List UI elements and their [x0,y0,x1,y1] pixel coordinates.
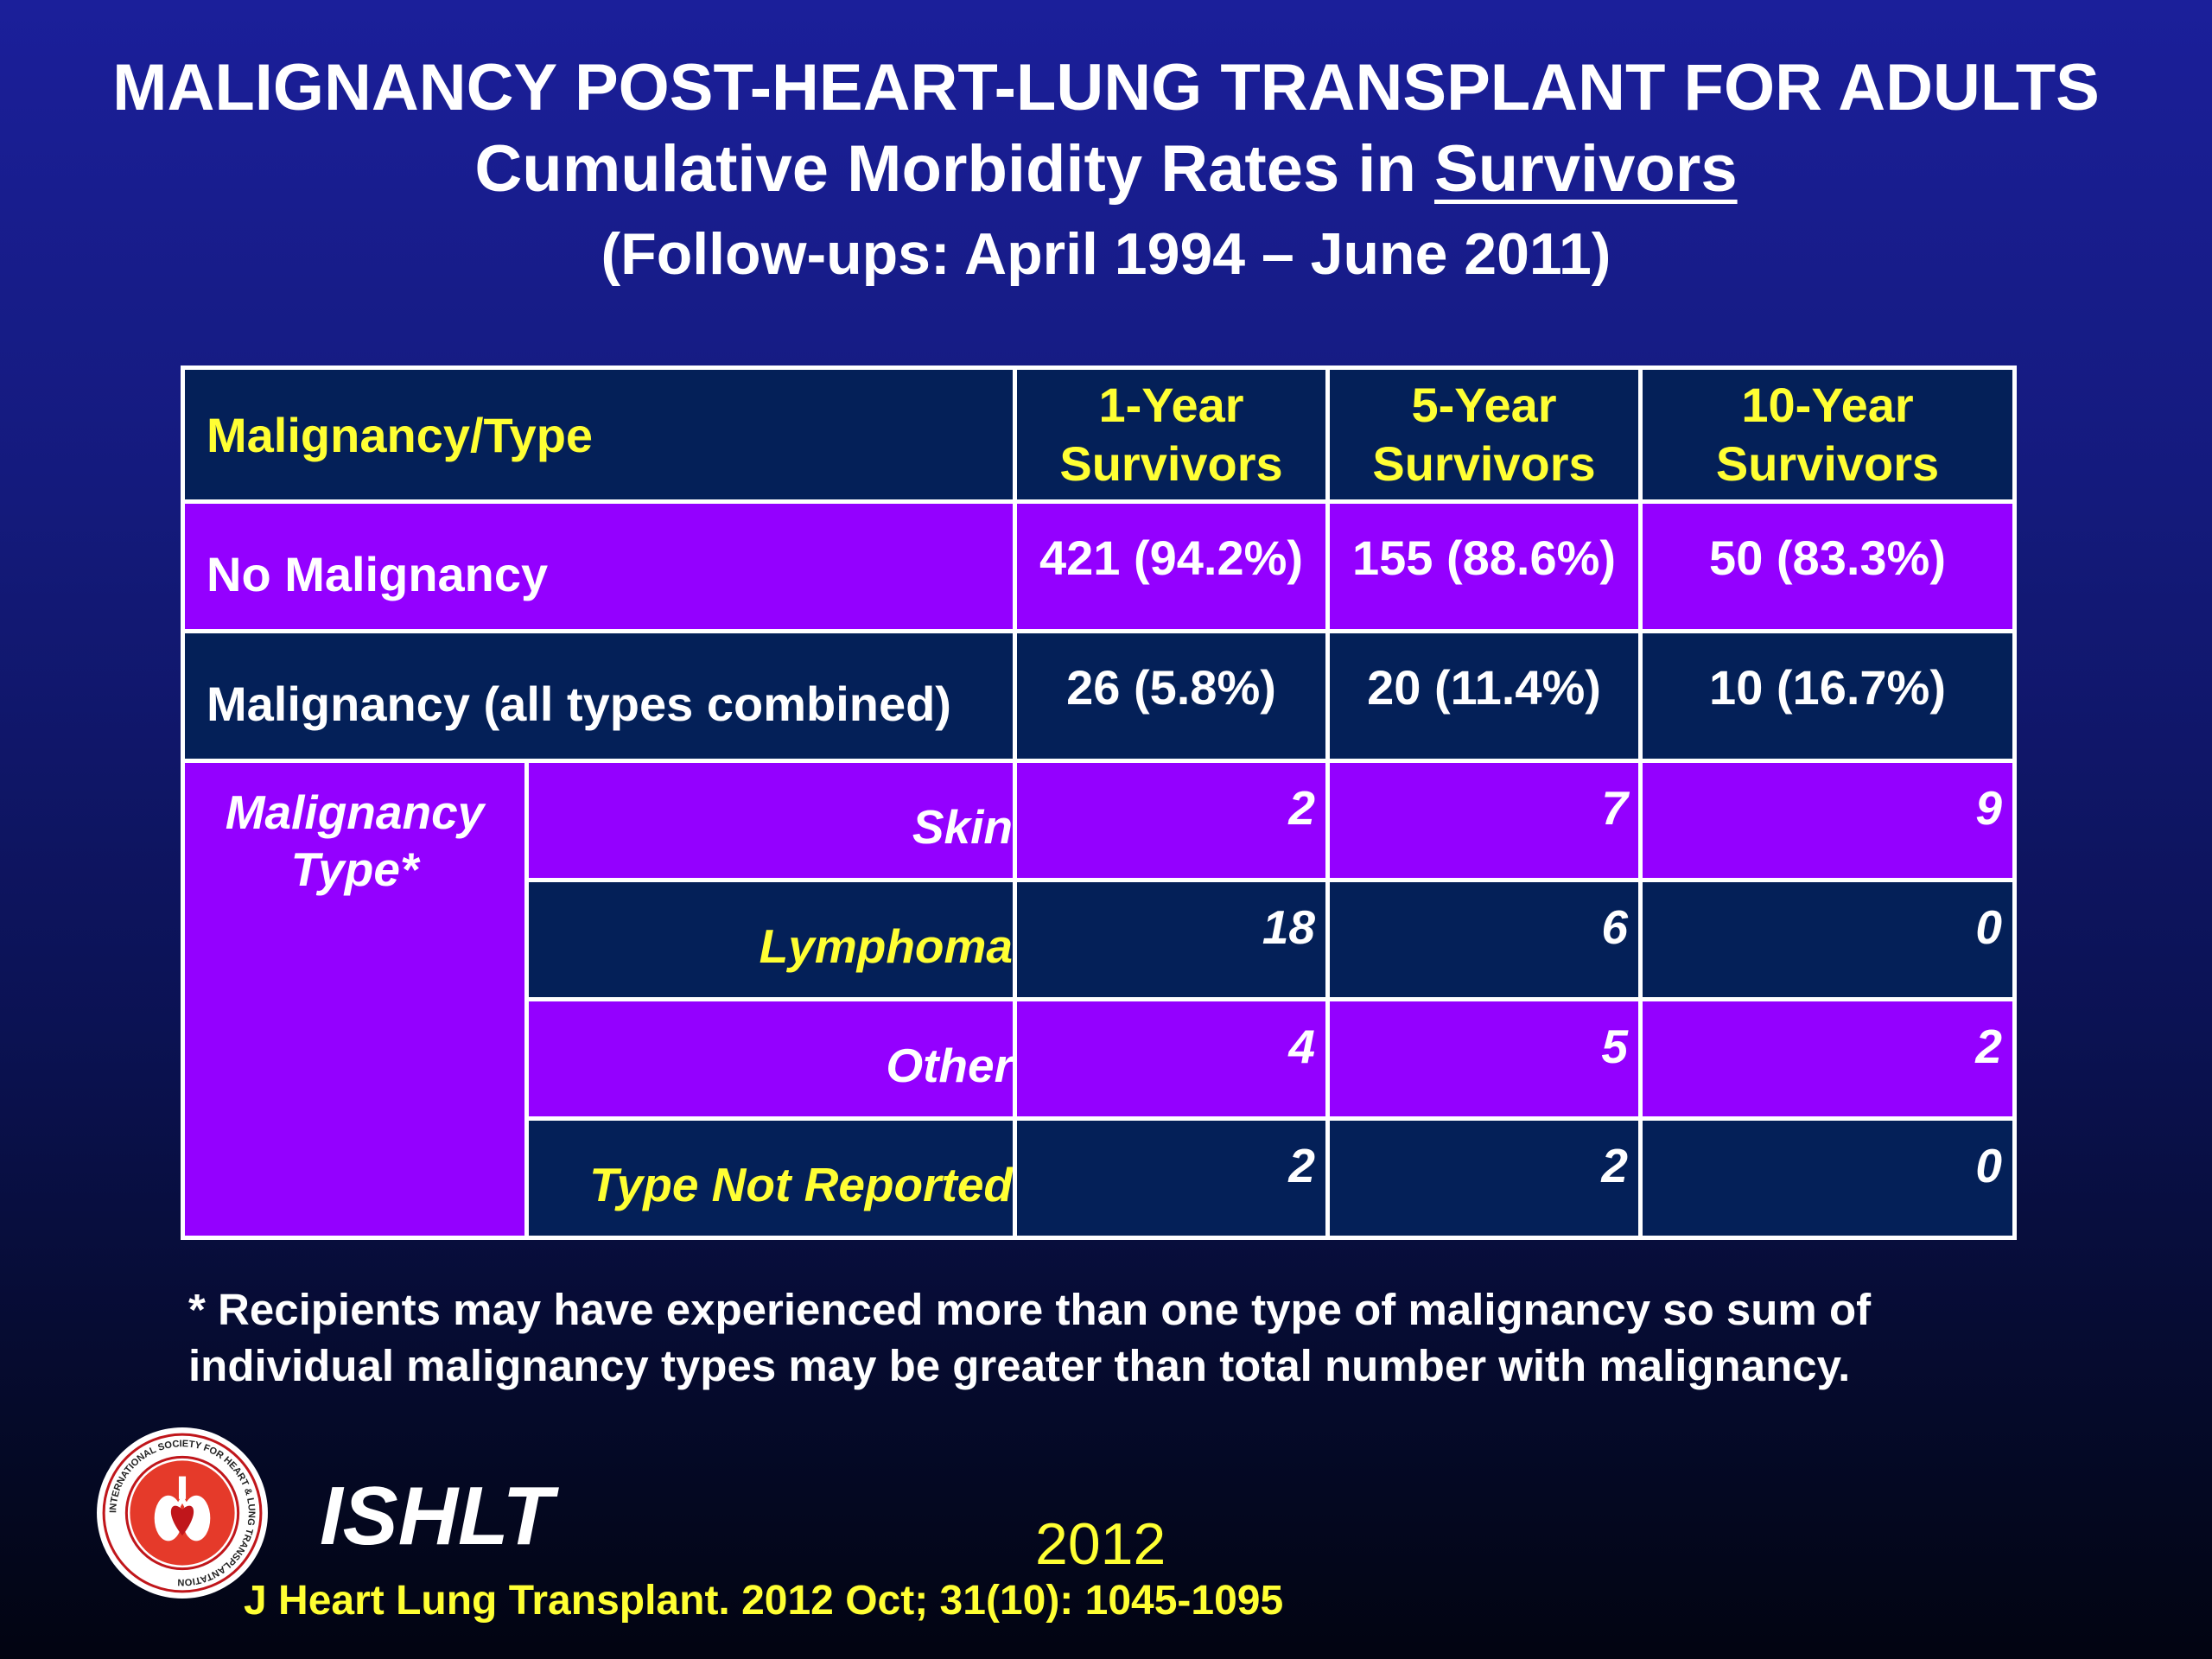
type-row-not-reported: Type Not Reported 2 2 0 [183,1116,2018,1240]
header-1-year: 1-Year Survivors [1013,365,1331,504]
report-year: 2012 [1035,1511,1166,1577]
type-name: Lymphoma [524,878,1018,1001]
type-row-skin: Malignancy Type* Skin 2 7 9 [181,759,2018,1240]
header-5-year: 5-Year Survivors [1325,365,1643,504]
header-10-year: 10-Year Survivors [1638,365,2018,504]
value-cell: 2 [1013,1116,1331,1240]
footnote: * Recipients may have experienced more t… [188,1285,1872,1390]
value-cell: 5 [1325,997,1643,1121]
org-name: ISHLT [320,1470,554,1562]
type-name: Other [524,997,1018,1121]
row-label: Malignancy (all types combined) [180,629,1018,763]
slide-title: MALIGNANCY POST-HEART-LUNG TRANSPLANT FO… [112,51,2100,124]
value-cell: 2 [1013,759,1331,882]
type-row-lymphoma: Lymphoma 18 6 0 [183,878,2018,1001]
malignancy-all-row: Malignancy (all types combined) 26 (5.8%… [180,629,2018,763]
slide-subtitle: Cumulative Morbidity Rates in Survivors [474,132,1738,206]
value-cell: 6 [1325,878,1643,1001]
malignancy-table: Malignancy/Type 1-Year Survivors 5-Year Su… [180,365,2018,1240]
citation: J Heart Lung Transplant. 2012 Oct; 31(10… [244,1578,1284,1624]
value-cell: 18 [1013,878,1331,1001]
value-cell: 421 (94.2%) [1013,499,1331,633]
survivors-underlined: Survivors [1434,132,1738,206]
value-cell: 2 [1638,997,2018,1121]
value-cell: 26 (5.8%) [1013,629,1331,763]
value-cell: 20 (11.4%) [1325,629,1643,763]
type-row-other: Other 4 5 2 [183,997,2018,1121]
value-cell: 2 [1325,1116,1643,1240]
value-cell: 9 [1638,759,2018,882]
value-cell: 7 [1325,759,1643,882]
header-row: Malignancy/Type 1-Year Survivors 5-Year Su… [180,365,2018,504]
type-name: Type Not Reported [524,1116,1018,1240]
ishlt-logo: INTERNATIONAL SOCIETY FOR HEART & LUNG T… [97,1427,268,1599]
value-cell: 155 (88.6%) [1325,499,1643,633]
no-malignancy-row: No Malignancy 421 (94.2%) 155 (88.6%) 50… [180,499,2018,633]
value-cell: 0 [1638,1116,2018,1240]
value-cell: 50 (83.3%) [1638,499,2018,633]
value-cell: 10 (16.7%) [1638,629,2018,763]
header-malignancy-type: Malignancy/Type [180,365,1018,504]
follow-up-range: (Follow-ups: April 1994 – June 2011) [601,221,1611,287]
row-label: No Malignancy [180,499,1018,633]
value-cell: 4 [1013,997,1331,1121]
malignancy-type-group-label: Malignancy Type* [181,759,529,1240]
type-name: Skin [524,759,1018,882]
value-cell: 0 [1638,878,2018,1001]
